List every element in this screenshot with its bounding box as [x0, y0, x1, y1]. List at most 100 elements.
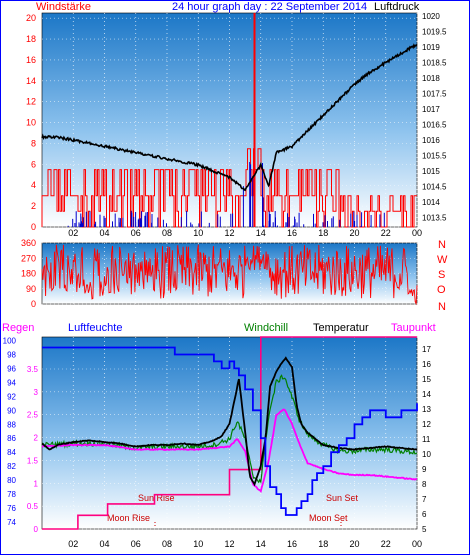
wind-speed-bars	[41, 148, 417, 228]
annotation-sun-set: Sun Set	[326, 493, 359, 503]
panel3-xtick-00: 00	[412, 539, 422, 549]
pressure-ytick-1017.5: 1017.5	[422, 90, 447, 99]
panel3-xtick-16: 16	[287, 539, 297, 549]
wind-ytick-10: 10	[26, 118, 36, 128]
rain-ytick-3.5: 3.5	[27, 365, 39, 374]
humidity-ytick-96: 96	[7, 364, 16, 373]
wind-ytick-8: 8	[31, 138, 36, 148]
humidity-ytick-92: 92	[7, 392, 16, 401]
pressure-ytick-1014: 1014	[422, 198, 440, 207]
legend-luftfeuchte: Luftfeuchte	[68, 322, 122, 334]
temperature-ytick-14: 14	[422, 390, 431, 399]
panel1-xtick-20: 20	[349, 228, 359, 238]
temperature-ytick-9: 9	[422, 465, 427, 474]
humidity-ytick-88: 88	[7, 420, 16, 429]
dewpoint-line	[41, 408, 418, 493]
wind-ytick-0: 0	[31, 222, 36, 232]
panel1-xtick-00: 00	[412, 228, 422, 238]
rain-ytick-0.5: 0.5	[27, 502, 39, 511]
panel1-xtick-06: 06	[131, 228, 141, 238]
pressure-ytick-1014.5: 1014.5	[422, 183, 447, 192]
panel1-xtick-08: 08	[162, 228, 172, 238]
temperature-line	[41, 356, 418, 487]
rain-ytick-1.5: 1.5	[27, 456, 39, 465]
pressure-ytick-1016.5: 1016.5	[422, 121, 447, 130]
panel3-xtick-12: 12	[224, 539, 234, 549]
humidity-ytick-78: 78	[7, 490, 16, 499]
temperature-ytick-15: 15	[422, 375, 431, 384]
wind-ytick-18: 18	[26, 34, 36, 44]
humidity-ytick-94: 94	[7, 378, 16, 387]
panel3-xtick-22: 22	[381, 539, 391, 549]
direction-ytick-0: 0	[31, 299, 36, 309]
panel3-xtick-20: 20	[349, 539, 359, 549]
wind-axis-title: Windstärke	[36, 1, 91, 13]
pressure-ytick-1017: 1017	[422, 105, 440, 114]
panel3-xtick-14: 14	[256, 539, 266, 549]
panel3-xtick-04: 04	[99, 539, 109, 549]
temperature-ytick-8: 8	[422, 480, 427, 489]
direction-ytick-270: 270	[21, 253, 36, 263]
temperature-ytick-11: 11	[422, 435, 431, 444]
humidity-ytick-100: 100	[3, 336, 17, 345]
humidity-ytick-98: 98	[7, 350, 16, 359]
temperature-ytick-6: 6	[422, 510, 427, 519]
temperature-ytick-7: 7	[422, 495, 427, 504]
panel3-xtick-08: 08	[162, 539, 172, 549]
temperature-ytick-16: 16	[422, 360, 431, 369]
temperature-ytick-5: 5	[422, 525, 427, 534]
humidity-ytick-80: 80	[7, 476, 16, 485]
pressure-ytick-1018.5: 1018.5	[422, 59, 447, 68]
legend-windchill: Windchill	[244, 322, 288, 334]
rain-ytick-1: 1	[34, 479, 39, 488]
panel3-xtick-10: 10	[193, 539, 203, 549]
direction-label-o: O	[437, 284, 446, 296]
wind-ytick-16: 16	[26, 55, 36, 65]
direction-label-n-top: N	[438, 239, 446, 251]
series-layer	[41, 13, 418, 530]
wind-ytick-20: 20	[26, 13, 36, 23]
legend-taupunkt: Taupunkt	[391, 322, 436, 334]
direction-ytick-180: 180	[21, 269, 36, 279]
humidity-ytick-90: 90	[7, 406, 16, 415]
direction-ytick-90: 90	[26, 284, 36, 294]
panel1-xtick-18: 18	[318, 228, 328, 238]
panel3-xtick-02: 02	[68, 539, 78, 549]
panel1-xtick-04: 04	[99, 228, 109, 238]
humidity-line	[42, 346, 418, 516]
rain-ytick-3: 3	[34, 388, 39, 397]
humidity-ytick-86: 86	[7, 434, 16, 443]
wind-ytick-2: 2	[31, 201, 36, 211]
humidity-ytick-82: 82	[7, 462, 16, 471]
humidity-ytick-74: 74	[7, 518, 16, 527]
direction-label-n-bottom: N	[438, 301, 446, 313]
wind-ytick-14: 14	[26, 76, 36, 86]
wind-ytick-12: 12	[26, 97, 36, 107]
temperature-ytick-17: 17	[422, 345, 431, 354]
rain-ytick-2: 2	[34, 434, 39, 443]
panel1-xtick-22: 22	[381, 228, 391, 238]
panel3-xtick-18: 18	[318, 539, 328, 549]
humidity-ytick-84: 84	[7, 448, 16, 457]
temperature-ytick-10: 10	[422, 450, 431, 459]
legend-temperatur: Temperatur	[313, 322, 369, 334]
panel3-xtick-06: 06	[131, 539, 141, 549]
pressure-ytick-1016: 1016	[422, 136, 440, 145]
temperature-ytick-13: 13	[422, 405, 431, 414]
rain-ytick-2.5: 2.5	[27, 411, 39, 420]
direction-ytick-360: 360	[21, 238, 36, 248]
wind-gust-bars	[67, 162, 385, 227]
humidity-ytick-76: 76	[7, 504, 16, 513]
pressure-ytick-1013.5: 1013.5	[422, 214, 447, 223]
panel1-xtick-12: 12	[224, 228, 234, 238]
wind-ytick-4: 4	[31, 180, 36, 190]
direction-label-s: S	[438, 269, 445, 281]
pressure-ytick-1015.5: 1015.5	[422, 152, 447, 161]
legend-regen: Regen	[2, 322, 34, 334]
pressure-ytick-1019: 1019	[422, 43, 440, 52]
pressure-ytick-1018: 1018	[422, 74, 440, 83]
panel1-xtick-10: 10	[193, 228, 203, 238]
pressure-line	[41, 43, 418, 192]
